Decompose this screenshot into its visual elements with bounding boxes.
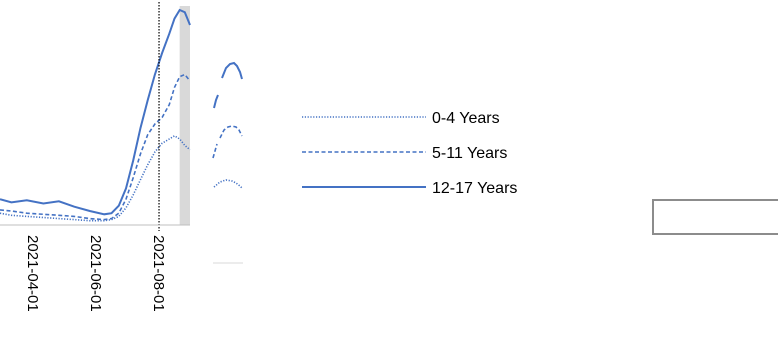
- fragment-line: [219, 125, 243, 139]
- x-tick-labels: 2021-04-01 2021-06-01 2021-08-01: [24, 235, 167, 312]
- x-tick-label: 2021-08-01: [150, 235, 167, 312]
- series-line-12-17-years: [0, 8, 191, 216]
- legend-label: 12-17 Years: [432, 180, 517, 197]
- x-tick-label: 2021-04-01: [24, 235, 41, 312]
- fragment-line: [221, 61, 243, 80]
- fragment-line: [212, 143, 218, 159]
- series-line-5-11-years: [0, 73, 191, 221]
- shaded-region: [179, 6, 190, 225]
- series-layer: [0, 8, 191, 222]
- legend-label: 5-11 Years: [432, 145, 507, 162]
- fragment-line: [213, 94, 219, 109]
- fragment-line: [213, 179, 243, 189]
- legend-label: 0-4 Years: [432, 110, 500, 127]
- x-tick-label: 2021-06-01: [87, 235, 104, 312]
- series-line-0-4-years: [0, 134, 191, 222]
- partial-chart-fragment: [212, 61, 243, 264]
- legend: 0-4 Years 5-11 Years 12-17 Years: [302, 110, 517, 197]
- empty-text-box: [652, 199, 778, 235]
